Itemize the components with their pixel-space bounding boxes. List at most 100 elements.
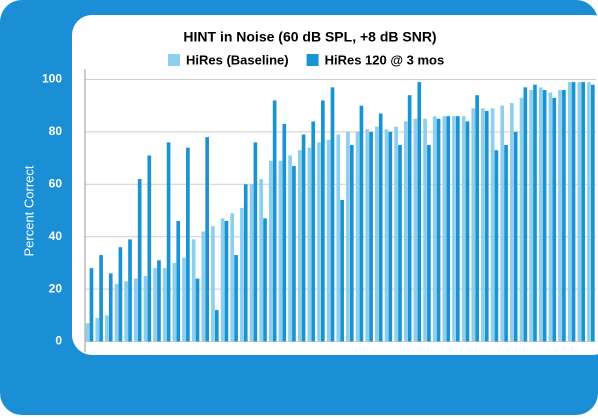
y-tick-label: 100 bbox=[42, 72, 62, 86]
bar bbox=[471, 108, 476, 342]
bar bbox=[552, 97, 557, 342]
y-axis-label: Percent Correct bbox=[21, 165, 36, 256]
bar bbox=[490, 108, 495, 342]
bar bbox=[365, 129, 370, 342]
bar bbox=[494, 150, 499, 342]
bar bbox=[388, 131, 393, 342]
bar bbox=[567, 82, 572, 342]
bar bbox=[577, 82, 582, 342]
bar bbox=[484, 110, 489, 342]
bar bbox=[442, 116, 447, 342]
bar bbox=[214, 310, 219, 342]
bar bbox=[191, 239, 196, 342]
bar bbox=[278, 160, 283, 342]
bar bbox=[259, 179, 263, 342]
bar bbox=[311, 121, 316, 342]
bar bbox=[153, 268, 157, 342]
bar bbox=[195, 278, 200, 342]
bar bbox=[504, 144, 508, 342]
bar bbox=[143, 276, 148, 342]
bar bbox=[263, 218, 267, 342]
bar bbox=[317, 142, 321, 342]
bar bbox=[340, 200, 344, 342]
bar bbox=[375, 126, 379, 342]
bar bbox=[330, 87, 335, 342]
bar bbox=[99, 255, 103, 342]
bar bbox=[336, 134, 341, 342]
bar bbox=[407, 95, 412, 342]
bar bbox=[513, 131, 518, 342]
bar bbox=[417, 82, 422, 342]
bar bbox=[201, 231, 206, 342]
bar bbox=[288, 155, 292, 342]
bar bbox=[137, 179, 142, 342]
bar bbox=[230, 213, 235, 342]
bar bbox=[452, 116, 456, 342]
bar bbox=[369, 131, 373, 342]
bar bbox=[176, 220, 181, 342]
bar bbox=[253, 142, 258, 342]
bar bbox=[172, 262, 177, 342]
bar bbox=[249, 184, 254, 342]
bar bbox=[500, 105, 505, 342]
bar bbox=[533, 84, 537, 342]
bar bbox=[205, 137, 209, 342]
bar bbox=[475, 95, 479, 342]
bar bbox=[413, 118, 418, 342]
bar bbox=[124, 281, 129, 342]
bar bbox=[186, 147, 190, 342]
bar bbox=[234, 255, 238, 342]
bar bbox=[240, 207, 244, 342]
bar bbox=[346, 131, 350, 342]
bar bbox=[562, 89, 566, 342]
bar bbox=[571, 82, 576, 342]
bar bbox=[427, 144, 431, 342]
bar bbox=[162, 268, 167, 342]
bar bbox=[384, 129, 389, 342]
bar bbox=[509, 103, 514, 342]
bar bbox=[436, 118, 441, 342]
bar bbox=[292, 165, 296, 342]
bar bbox=[147, 155, 152, 342]
legend-label: HiRes 120 @ 3 mos bbox=[325, 52, 445, 67]
bar bbox=[461, 116, 466, 342]
bar bbox=[272, 100, 277, 342]
bar bbox=[423, 118, 427, 342]
bar bbox=[446, 116, 451, 342]
bar bbox=[465, 121, 470, 342]
bar bbox=[301, 134, 306, 342]
y-tick-label: 60 bbox=[49, 176, 63, 190]
bar bbox=[166, 142, 171, 342]
bar bbox=[133, 278, 138, 342]
bar bbox=[548, 92, 553, 342]
bar bbox=[456, 116, 460, 342]
bar bbox=[321, 100, 325, 342]
y-tick-label: 20 bbox=[49, 281, 63, 295]
bar bbox=[542, 89, 547, 342]
bar bbox=[394, 126, 398, 342]
bar bbox=[243, 184, 248, 342]
bar bbox=[398, 144, 402, 342]
bar bbox=[128, 239, 132, 342]
bar bbox=[105, 315, 109, 342]
legend-swatch bbox=[168, 54, 180, 66]
bar bbox=[359, 105, 364, 342]
bar bbox=[220, 218, 225, 342]
chart-title: HINT in Noise (60 dB SPL, +8 dB SNR) bbox=[183, 29, 436, 45]
bar bbox=[519, 97, 524, 342]
bar bbox=[355, 131, 360, 342]
legend-swatch bbox=[306, 54, 319, 66]
bar bbox=[326, 139, 331, 342]
bar bbox=[349, 144, 354, 342]
bar bbox=[157, 260, 161, 342]
bar bbox=[481, 108, 485, 342]
bar bbox=[432, 116, 437, 342]
bar bbox=[182, 257, 186, 342]
bar bbox=[297, 150, 302, 342]
bar bbox=[590, 84, 595, 342]
bar bbox=[89, 268, 94, 342]
bar bbox=[529, 89, 533, 342]
bar bbox=[403, 121, 408, 342]
bar bbox=[95, 317, 100, 342]
